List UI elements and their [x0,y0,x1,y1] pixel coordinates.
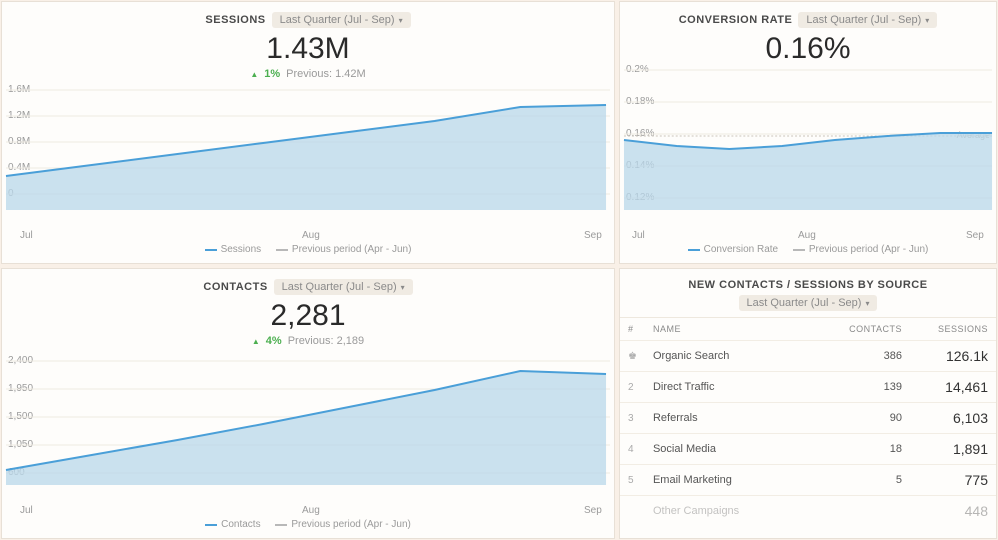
source-contacts: 5 [803,465,910,496]
x-tick: Sep [584,505,602,516]
chevron-down-icon: ▾ [865,299,869,308]
sessions-period-selector[interactable]: Last Quarter (Jul - Sep) ▾ [272,12,411,28]
rank: 3 [620,403,645,434]
source-sessions: 126.1k [910,341,996,372]
legend-line-icon [276,249,288,251]
sources-panel: NEW CONTACTS / SESSIONS BY SOURCE Last Q… [619,268,997,539]
source-contacts: 386 [803,341,910,372]
source-sessions: 1,891 [910,434,996,465]
legend-line-icon [688,249,700,251]
source-name: Email Marketing [645,465,803,496]
conversion-panel: CONVERSION RATE Last Quarter (Jul - Sep)… [619,1,997,264]
source-contacts: 18 [803,434,910,465]
sessions-period-label: Last Quarter (Jul - Sep) [280,14,395,26]
x-tick: Sep [584,230,602,241]
delta-up-icon: ▲ [250,70,258,79]
rank-crown-icon: ♚ [620,341,645,372]
source-contacts: 139 [803,372,910,403]
sources-title: NEW CONTACTS / SESSIONS BY SOURCE [688,279,927,291]
conversion-chart [620,60,996,210]
conversion-period-label: Last Quarter (Jul - Sep) [806,14,921,26]
sessions-legend: Sessions Previous period (Apr - Jun) [2,243,614,256]
sources-header: NEW CONTACTS / SESSIONS BY SOURCE Last Q… [620,269,996,317]
sources-period-label: Last Quarter (Jul - Sep) [747,297,862,309]
sessions-chart [2,80,614,210]
legend-label: Sessions [221,244,262,255]
sessions-header: SESSIONS Last Quarter (Jul - Sep) ▾ 1.43… [2,2,614,80]
legend-label: Conversion Rate [704,244,778,255]
contacts-delta: 4% [266,335,282,347]
table-row[interactable]: 2 Direct Traffic 139 14,461 [620,372,996,403]
source-sessions: 448 [910,496,996,527]
source-sessions: 775 [910,465,996,496]
legend-line-icon [275,524,287,526]
conversion-legend: Conversion Rate Previous period (Apr - J… [620,243,996,256]
contacts-legend: Contacts Previous period (Apr - Jun) [2,518,614,531]
sessions-previous: Previous: 1.42M [286,68,365,80]
sessions-title: SESSIONS [205,14,265,26]
sources-period-selector[interactable]: Last Quarter (Jul - Sep) ▾ [739,295,878,311]
legend-label: Previous period (Apr - Jun) [291,519,411,530]
legend-label: Previous period (Apr - Jun) [292,244,412,255]
table-row[interactable]: ♚ Organic Search 386 126.1k [620,341,996,372]
source-sessions: 14,461 [910,372,996,403]
x-tick: Sep [966,230,984,241]
sessions-panel: SESSIONS Last Quarter (Jul - Sep) ▾ 1.43… [1,1,615,264]
chevron-down-icon: ▾ [401,283,405,292]
source-name: Referrals [645,403,803,434]
delta-up-icon: ▲ [252,337,260,346]
chevron-down-icon: ▾ [925,16,929,25]
sessions-delta: 1% [264,68,280,80]
table-header-row: # NAME CONTACTS SESSIONS [620,318,996,341]
rank: 5 [620,465,645,496]
contacts-value: 2,281 [2,299,614,333]
chevron-down-icon: ▾ [399,16,403,25]
conversion-title: CONVERSION RATE [679,14,793,26]
source-name: Other Campaigns [645,496,803,527]
x-tick: Jul [20,230,33,241]
contacts-period-label: Last Quarter (Jul - Sep) [282,281,397,293]
contacts-period-selector[interactable]: Last Quarter (Jul - Sep) ▾ [274,279,413,295]
x-tick: Aug [302,230,320,241]
rank: 2 [620,372,645,403]
rank [620,496,645,527]
conversion-header: CONVERSION RATE Last Quarter (Jul - Sep)… [620,2,996,66]
col-rank[interactable]: # [620,318,645,341]
rank: 4 [620,434,645,465]
legend-line-icon [205,524,217,526]
x-tick: Jul [632,230,645,241]
table-row[interactable]: 4 Social Media 18 1,891 [620,434,996,465]
legend-line-icon [793,249,805,251]
legend-label: Previous period (Apr - Jun) [809,244,929,255]
table-row[interactable]: 3 Referrals 90 6,103 [620,403,996,434]
source-sessions: 6,103 [910,403,996,434]
table-row[interactable]: Other Campaigns 448 [620,496,996,527]
contacts-panel: CONTACTS Last Quarter (Jul - Sep) ▾ 2,28… [1,268,615,539]
x-tick: Jul [20,505,33,516]
x-tick: Aug [302,505,320,516]
sessions-value: 1.43M [2,32,614,66]
sources-table: # NAME CONTACTS SESSIONS ♚ Organic Searc… [620,317,996,526]
x-tick: Aug [798,230,816,241]
col-name[interactable]: NAME [645,318,803,341]
contacts-previous: Previous: 2,189 [288,335,364,347]
col-sessions[interactable]: SESSIONS [910,318,996,341]
conversion-period-selector[interactable]: Last Quarter (Jul - Sep) ▾ [798,12,937,28]
source-name: Organic Search [645,341,803,372]
contacts-header: CONTACTS Last Quarter (Jul - Sep) ▾ 2,28… [2,269,614,347]
col-contacts[interactable]: CONTACTS [803,318,910,341]
source-name: Direct Traffic [645,372,803,403]
table-row[interactable]: 5 Email Marketing 5 775 [620,465,996,496]
legend-label: Contacts [221,519,260,530]
source-contacts: 90 [803,403,910,434]
contacts-chart [2,351,614,485]
legend-line-icon [205,249,217,251]
contacts-title: CONTACTS [203,281,267,293]
source-contacts [803,496,910,527]
source-name: Social Media [645,434,803,465]
